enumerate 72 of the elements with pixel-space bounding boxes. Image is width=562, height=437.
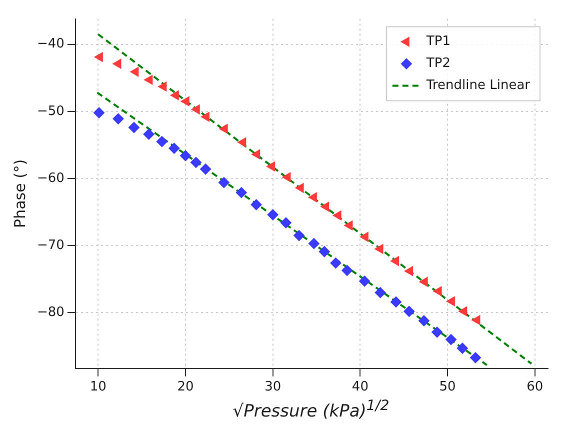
point (112, 113, 124, 124)
point (360, 232, 368, 242)
point (344, 220, 353, 230)
y-tick-label: −60 (36, 170, 64, 186)
x-tick-label: 40 (352, 380, 368, 395)
point (332, 210, 342, 220)
point (266, 162, 275, 172)
point (94, 107, 105, 118)
point (190, 156, 202, 168)
point (236, 187, 247, 198)
point (112, 58, 122, 69)
point (390, 296, 402, 308)
point (359, 276, 370, 287)
point (94, 52, 103, 62)
point (446, 296, 455, 306)
y-tick-label: −40 (36, 36, 64, 52)
point (446, 334, 457, 346)
point (267, 209, 278, 220)
x-axis-title: √Pressure (kPa)$^{1/2}$ (232, 398, 390, 422)
y-tick-label: −70 (36, 238, 64, 253)
point (404, 266, 413, 276)
point (280, 217, 292, 228)
legend-label: TP1 (425, 34, 450, 50)
point (432, 326, 443, 338)
point (180, 96, 190, 106)
point (180, 150, 191, 162)
x-tick-label: 60 (526, 380, 544, 395)
point (308, 192, 317, 202)
point (218, 177, 230, 188)
point (200, 112, 210, 122)
x-tick-label: 50 (439, 380, 456, 395)
point (282, 172, 291, 182)
point (342, 264, 353, 276)
x-tick-label: 20 (177, 380, 194, 395)
x-tick-label: 30 (264, 380, 282, 395)
point (144, 75, 153, 85)
point (320, 202, 330, 212)
point (219, 124, 228, 134)
legend-label: TP2 (425, 56, 450, 72)
point (250, 199, 262, 210)
point (295, 183, 304, 193)
point (130, 66, 139, 77)
point (191, 104, 200, 114)
point (390, 256, 400, 266)
x-tick-label: 10 (90, 380, 106, 395)
y-axis-title: Phase (°) (10, 159, 29, 228)
point (238, 137, 246, 148)
point (374, 244, 384, 254)
y-tick-label: −50 (36, 104, 64, 119)
point (143, 128, 154, 140)
point (470, 352, 481, 364)
point (294, 230, 305, 242)
point (168, 142, 180, 154)
point (418, 315, 430, 326)
point (456, 342, 468, 354)
point (318, 246, 330, 258)
point (472, 315, 480, 325)
point (200, 164, 212, 175)
y-tick-label: −80 (36, 305, 64, 320)
point (458, 306, 468, 316)
point (308, 238, 320, 250)
point (128, 122, 140, 134)
point (252, 150, 260, 160)
point (374, 287, 386, 298)
point (330, 258, 342, 269)
point (404, 306, 415, 317)
point (419, 277, 428, 287)
point (170, 90, 179, 100)
point (433, 286, 442, 296)
legend-label: Trendline Linear (425, 78, 531, 94)
point (158, 82, 167, 92)
point (156, 136, 168, 148)
